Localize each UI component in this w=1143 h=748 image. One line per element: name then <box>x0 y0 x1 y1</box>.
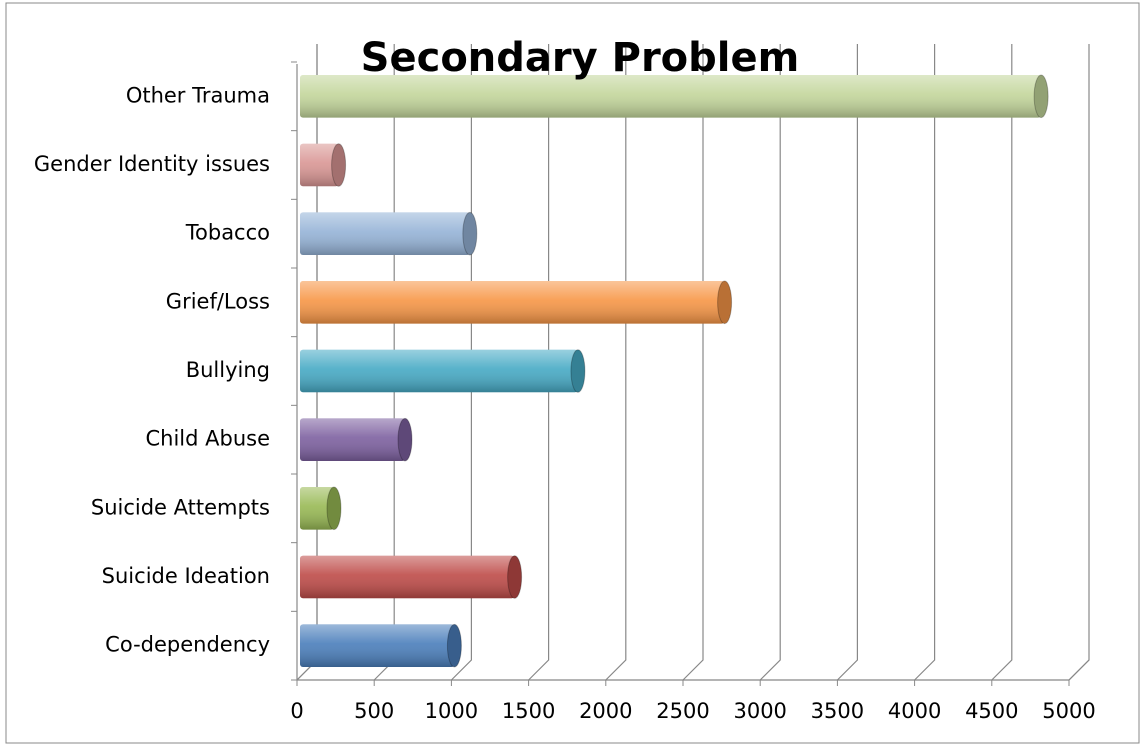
grid-line <box>605 44 627 681</box>
x-tick-label: 4500 <box>965 699 1018 723</box>
x-tick-label: 0 <box>290 699 303 723</box>
y-tick-label: Suicide Ideation <box>102 564 270 588</box>
bar-shade <box>300 487 334 530</box>
grid-line <box>1068 44 1090 681</box>
y-tick-label: Suicide Attempts <box>91 495 270 519</box>
bar-shade <box>300 555 515 599</box>
bar-cap <box>507 555 523 599</box>
bar-cap <box>570 349 586 393</box>
x-tick-label: 1500 <box>502 699 555 723</box>
y-tick-label: Child Abuse <box>145 427 270 451</box>
y-tick-label: Grief/Loss <box>166 289 270 313</box>
bar-cap <box>446 623 462 668</box>
grid-line <box>991 44 1013 681</box>
x-tick-label: 1000 <box>425 699 478 723</box>
bar-cap <box>397 417 413 462</box>
x-tick-label: 3000 <box>733 699 786 723</box>
grid-line <box>836 44 858 681</box>
x-tick-label: 5000 <box>1042 699 1095 723</box>
chart-title: Secondary Problem <box>361 35 800 81</box>
grid-line <box>759 44 781 681</box>
bar-shade <box>300 418 405 461</box>
x-tick-label: 3500 <box>811 699 864 723</box>
bar-shade <box>300 143 339 187</box>
bar-cap <box>326 486 342 531</box>
x-tick-label: 500 <box>354 699 394 723</box>
grid-line <box>682 44 704 681</box>
bar-cap <box>331 143 347 187</box>
grid-line <box>914 44 936 681</box>
bar-shade <box>300 212 470 255</box>
bar-shade <box>300 75 1042 118</box>
y-tick-label: Bullying <box>186 358 270 382</box>
bar-cap <box>717 280 733 325</box>
bar-shade <box>300 281 725 324</box>
grid-line <box>528 44 550 681</box>
bar-cap <box>462 211 478 256</box>
x-tick-label: 4000 <box>888 699 941 723</box>
x-tick-label: 2000 <box>579 699 632 723</box>
bar-cap <box>1033 74 1049 119</box>
x-tick-label: 2500 <box>656 699 709 723</box>
bar-shade <box>300 624 455 667</box>
y-tick-label: Gender Identity issues <box>34 152 270 176</box>
y-tick-label: Tobacco <box>185 221 270 245</box>
y-tick-label: Other Trauma <box>126 83 270 107</box>
frame <box>5 2 1140 744</box>
bar-shade <box>300 349 578 393</box>
y-tick-label: Co-dependency <box>105 633 270 657</box>
